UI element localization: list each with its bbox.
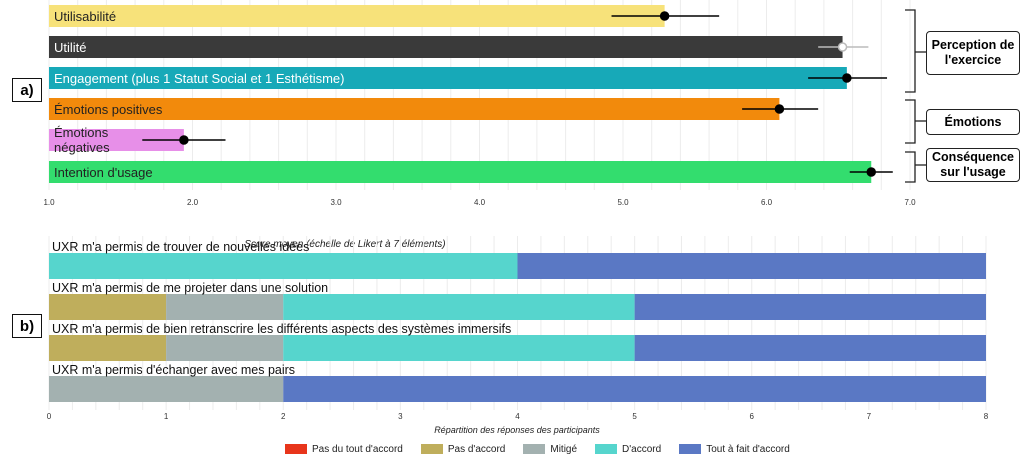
- legend-swatch: [523, 444, 546, 454]
- chart-a-mean-point: [837, 42, 848, 52]
- chart-a-x-ticks: 1.0 2.0 3.0 4.0 5.0 6.0 7.0: [43, 198, 916, 207]
- chart-b-bar-segment: [49, 294, 167, 320]
- chart-a-x-tick-label: 2.0: [187, 198, 199, 207]
- group-label-consequence: Conséquence sur l'usage: [926, 148, 1020, 182]
- chart-b-bars: UXR m'a permis de trouver de nouvelles i…: [49, 240, 986, 402]
- legend-swatch: [595, 444, 618, 454]
- chart-a-group-brackets: [905, 9, 926, 183]
- chart-a-bar-label: Émotions positives: [54, 102, 163, 117]
- chart-b-bar-segment: [634, 294, 986, 320]
- chart-a-bar-label-line: négatives: [54, 140, 110, 155]
- chart-a-x-tick-label: 6.0: [761, 198, 773, 207]
- chart-b-bar-segment: [283, 376, 986, 402]
- legend-item: Pas d'accord: [420, 443, 506, 455]
- chart-b-x-tick-label: 8: [984, 412, 989, 421]
- chart-b-x-tick-label: 7: [867, 412, 872, 421]
- panel-label-a: a): [12, 78, 42, 102]
- chart-b-x-tick-label: 5: [632, 412, 637, 421]
- chart-b-bar-segment: [283, 335, 635, 361]
- chart-b-row-label: UXR m'a permis d'échanger avec mes pairs: [52, 363, 295, 377]
- chart-b-bar-segment: [283, 294, 635, 320]
- chart-b-x-tick-label: 3: [398, 412, 403, 421]
- chart-a-bar-label: Utilité: [54, 40, 87, 55]
- chart-b-bar-segment: [634, 335, 986, 361]
- chart-a-x-tick-label: 5.0: [617, 198, 629, 207]
- legend-label: Mitigé: [550, 443, 578, 455]
- chart-b-x-tick-label: 4: [515, 412, 520, 421]
- chart-a-x-tick-label: 3.0: [330, 198, 342, 207]
- legend-swatch: [420, 444, 443, 454]
- group-label-perception: Perception de l'exercice: [926, 31, 1020, 75]
- chart-a-bar-label: Intention d'usage: [54, 165, 153, 180]
- chart-b-x-tick-label: 6: [750, 412, 755, 421]
- legend-label: Pas d'accord: [447, 443, 506, 455]
- chart-b-bar-segment: [166, 294, 284, 320]
- chart-a-bar-label: Utilisabilité: [54, 9, 116, 24]
- chart-a-mean-point: [179, 135, 189, 145]
- legend-label: Pas du tout d'accord: [312, 443, 403, 455]
- legend-item: Tout à fait d'accord: [679, 444, 790, 455]
- chart-a-bar: [49, 129, 184, 151]
- chart-a-bar-label: Émotions négatives: [54, 125, 110, 155]
- legend-item: D'accord: [595, 444, 661, 455]
- chart-b-row-label: UXR m'a permis de bien retranscrire les …: [52, 322, 511, 336]
- chart-b-row-label: UXR m'a permis de me projeter dans une s…: [52, 281, 328, 295]
- chart-b-legend: Pas du tout d'accord Pas d'accord Mitigé D'…: [285, 442, 790, 456]
- chart-a-x-tick-label: 1.0: [43, 198, 55, 207]
- chart-b-row-label: UXR m'a permis de trouver de nouvelles i…: [52, 240, 309, 254]
- chart-b-bar-segment: [49, 376, 284, 402]
- chart-a-bars: Utilisabilité Utilité Engagement (plus 1 S…: [49, 5, 893, 183]
- chart-a-grid: [48, 0, 911, 190]
- legend-swatch: [285, 444, 307, 454]
- chart-b: UXR m'a permis de trouver de nouvelles i…: [47, 236, 989, 435]
- chart-b-bar-segment: [517, 253, 986, 279]
- chart-a-group-bracket: [905, 9, 916, 93]
- chart-a-mean-point: [659, 11, 670, 21]
- legend-label: D'accord: [622, 443, 662, 455]
- chart-a-bar: [49, 161, 872, 183]
- chart-a-group-bracket: [905, 151, 916, 183]
- chart-a: Utilisabilité Utilité Engagement (plus 1 S…: [43, 0, 926, 250]
- chart-a-bar: [49, 5, 665, 27]
- chart-a-mean-point: [842, 73, 852, 83]
- chart-b-x-ticks: 0 1 2 3 4 5 6 7 8: [47, 412, 989, 421]
- legend-swatch: [679, 444, 702, 454]
- chart-a-bar: [49, 98, 780, 120]
- group-label-emotions: Émotions: [926, 109, 1020, 135]
- legend-item: Pas du tout d'accord: [285, 444, 403, 455]
- chart-b-bar-segment: [166, 335, 284, 361]
- chart-b-x-tick-label: 2: [281, 412, 286, 421]
- chart-b-x-axis-label: Répartition des réponses des participant…: [434, 425, 600, 435]
- legend-item: Mitigé: [523, 444, 577, 455]
- chart-a-mean-point: [774, 104, 785, 114]
- chart-a-bar-label: Engagement (plus 1 Statut Social et 1 Es…: [54, 71, 345, 86]
- chart-b-bar-segment: [49, 253, 518, 279]
- chart-a-x-axis-label: Score moyen (échelle de Likert à 7 éléme…: [244, 239, 445, 250]
- chart-a-x-tick-label: 4.0: [474, 198, 486, 207]
- chart-a-bar-label-line: Émotions: [54, 125, 109, 140]
- chart-b-x-tick-label: 1: [164, 412, 169, 421]
- chart-a-mean-point: [866, 167, 877, 177]
- chart-b-bar-segment: [49, 335, 167, 361]
- chart-a-x-tick-label: 7.0: [904, 198, 916, 207]
- chart-b-x-tick-label: 0: [47, 412, 52, 421]
- chart-a-bar: [49, 36, 843, 58]
- legend-label: Tout à fait d'accord: [706, 443, 790, 455]
- panel-label-b: b): [12, 314, 42, 338]
- chart-a-bar: [49, 67, 847, 89]
